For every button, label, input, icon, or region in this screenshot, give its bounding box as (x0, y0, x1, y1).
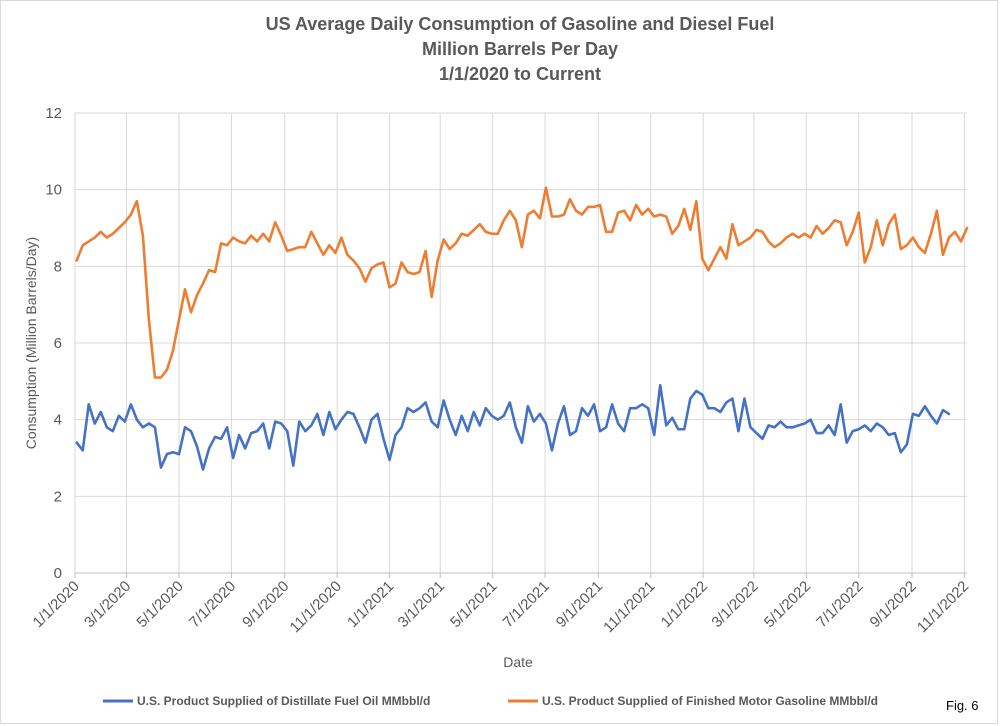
chart-title-line: Million Barrels Per Day (422, 39, 618, 59)
y-tick-label: 6 (54, 335, 62, 352)
x-tick-label: 1/1/2020 (30, 578, 83, 631)
y-tick-label: 2 (54, 488, 62, 505)
chart-title-line: 1/1/2020 to Current (439, 64, 601, 84)
x-tick-label: 5/1/2021 (447, 578, 500, 631)
x-tick-label: 7/1/2020 (186, 578, 239, 631)
x-tick-label: 1/1/2021 (344, 578, 397, 631)
y-axis-title: Consumption (Million Barrels/Day) (23, 237, 39, 449)
legend-label: U.S. Product Supplied of Finished Motor … (542, 694, 878, 708)
x-axis-title: Date (503, 654, 533, 670)
x-tick-label: 5/1/2022 (761, 578, 814, 631)
data-series (75, 186, 969, 471)
figure-label: Fig. 6 (946, 698, 979, 713)
legend: U.S. Product Supplied of Distillate Fuel… (103, 694, 878, 708)
series-line-gasoline (75, 186, 969, 379)
y-tick-label: 8 (54, 258, 62, 275)
y-tick-label: 0 (54, 565, 62, 582)
x-tick-label: 11/1/2021 (600, 578, 658, 636)
y-tick-label: 10 (45, 182, 62, 199)
axes (74, 572, 967, 578)
y-tick-label: 4 (54, 412, 62, 429)
y-tick-labels: 0 2 4 6 8 10 12 (45, 105, 62, 582)
x-tick-label: 7/1/2021 (500, 578, 553, 631)
x-tick-label: 5/1/2020 (133, 578, 186, 631)
x-tick-label: 7/1/2022 (813, 578, 866, 631)
x-tick-label: 3/1/2022 (708, 578, 761, 631)
x-tick-label: 3/1/2020 (81, 578, 134, 631)
y-tick-label: 12 (45, 105, 62, 122)
x-tick-label: 9/1/2022 (867, 578, 920, 631)
grid-lines (74, 112, 967, 573)
x-tick-label: 11/1/2022 (914, 578, 972, 636)
chart-title-line: US Average Daily Consumption of Gasoline… (266, 14, 775, 34)
x-tick-label: 3/1/2021 (395, 578, 448, 631)
chart-title: US Average Daily Consumption of Gasoline… (266, 14, 775, 84)
x-tick-label: 9/1/2020 (239, 578, 292, 631)
legend-label: U.S. Product Supplied of Distillate Fuel… (137, 694, 430, 708)
series-line-distillate (75, 383, 951, 471)
x-tick-label: 1/1/2022 (658, 578, 711, 631)
x-tick-label: 11/1/2020 (287, 578, 345, 636)
x-tick-label: 9/1/2021 (553, 578, 606, 631)
